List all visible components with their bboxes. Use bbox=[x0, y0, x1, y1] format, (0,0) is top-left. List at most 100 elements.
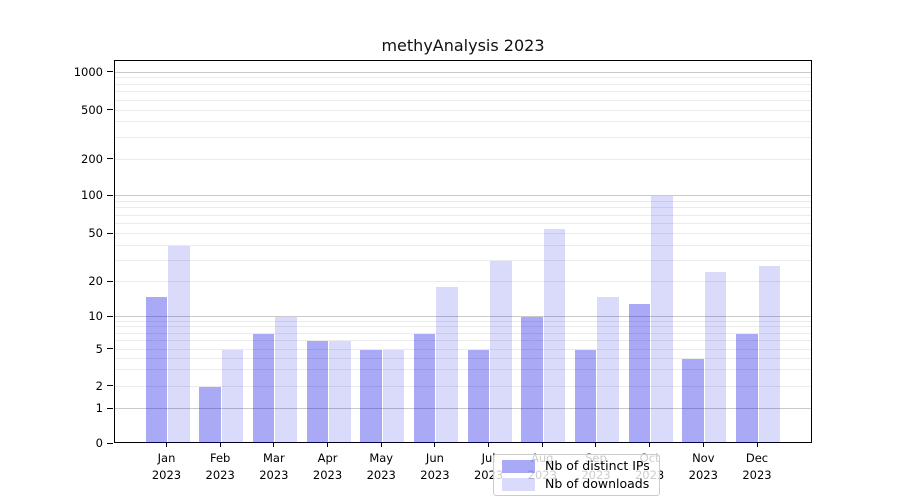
y-tick-mark-1000 bbox=[107, 71, 113, 72]
gridline-9 bbox=[115, 320, 811, 322]
x-tick-label-dec: Dec 2023 bbox=[742, 451, 772, 482]
x-tick-mark-jul bbox=[488, 443, 490, 447]
gridline-90 bbox=[115, 200, 811, 202]
gridline-40 bbox=[115, 244, 811, 246]
x-tick-label-jan: Jan 2023 bbox=[151, 451, 182, 482]
gridline-30 bbox=[115, 259, 811, 261]
bar-distinct-ips-may bbox=[360, 349, 382, 443]
gridline-20 bbox=[115, 281, 811, 282]
gridline-400 bbox=[115, 121, 811, 123]
bar-distinct-ips-aug bbox=[521, 317, 543, 443]
y-tick-mark-1 bbox=[107, 407, 113, 409]
gridline-60 bbox=[115, 223, 811, 224]
gridline-3 bbox=[115, 369, 811, 371]
y-tick-label-500: 500 bbox=[81, 102, 103, 117]
bar-distinct-ips-nov bbox=[682, 358, 704, 443]
legend-row-distinct-ips: Nb of distinct IPs bbox=[502, 459, 651, 473]
y-tick-mark-5 bbox=[107, 348, 113, 349]
gridline-700 bbox=[115, 91, 811, 93]
x-tick-mark-oct bbox=[649, 443, 651, 447]
bar-downloads-jun bbox=[436, 287, 458, 443]
gridline-5 bbox=[115, 348, 811, 350]
gridline-8 bbox=[115, 326, 811, 328]
gridline-800 bbox=[115, 83, 811, 85]
bar-distinct-ips-mar bbox=[252, 333, 275, 443]
legend-label-distinct-ips: Nb of distinct IPs bbox=[545, 458, 650, 473]
y-tick-label-1: 1 bbox=[95, 401, 103, 415]
y-tick-mark-0 bbox=[107, 442, 113, 444]
gridline-1 bbox=[115, 408, 811, 409]
gridline-100 bbox=[115, 195, 811, 196]
bar-distinct-ips-jun bbox=[413, 333, 436, 443]
x-tick-label-apr: Apr 2023 bbox=[312, 451, 343, 482]
bar-downloads-dec bbox=[758, 266, 780, 443]
bar-downloads-nov bbox=[704, 272, 727, 443]
bar-downloads-may bbox=[382, 349, 405, 443]
gridline-200 bbox=[115, 158, 811, 160]
x-tick-label-mar: Mar 2023 bbox=[259, 451, 289, 482]
gridline-7 bbox=[115, 332, 811, 334]
x-tick-label-feb: Feb 2023 bbox=[205, 451, 235, 482]
legend: Nb of distinct IPs Nb of downloads bbox=[493, 454, 660, 496]
x-tick-label-jun: Jun 2023 bbox=[420, 451, 450, 482]
gridline-1000 bbox=[115, 71, 811, 73]
y-tick-label-50: 50 bbox=[88, 226, 103, 240]
x-tick-mark-aug bbox=[541, 443, 543, 447]
y-tick-mark-200 bbox=[107, 158, 113, 159]
bar-downloads-mar bbox=[275, 317, 297, 443]
bar-downloads-feb bbox=[221, 349, 244, 443]
gridline-2 bbox=[115, 385, 811, 387]
bar-distinct-ips-jan bbox=[145, 296, 167, 443]
y-tick-label-1000: 1000 bbox=[73, 64, 103, 79]
chart-title: methyAnalysis 2023 bbox=[381, 36, 545, 55]
x-tick-label-may: May 2023 bbox=[366, 451, 396, 482]
x-tick-mark-jan bbox=[166, 443, 167, 447]
gridline-6 bbox=[115, 339, 811, 341]
bar-downloads-jul bbox=[490, 260, 512, 443]
y-tick-label-200: 200 bbox=[81, 151, 103, 166]
x-tick-mark-apr bbox=[327, 443, 329, 447]
gridline-500 bbox=[115, 109, 811, 111]
gridline-300 bbox=[115, 136, 811, 138]
x-tick-mark-dec bbox=[756, 443, 758, 447]
bar-distinct-ips-sep bbox=[574, 349, 597, 443]
x-tick-mark-sep bbox=[595, 443, 597, 447]
bar-distinct-ips-feb bbox=[199, 386, 221, 443]
legend-swatch-distinct-ips bbox=[502, 459, 535, 473]
gridline-70 bbox=[115, 214, 811, 216]
gridline-80 bbox=[115, 207, 811, 209]
bar-distinct-ips-apr bbox=[306, 340, 329, 443]
legend-label-downloads: Nb of downloads bbox=[545, 476, 650, 491]
gridline-50 bbox=[115, 233, 811, 234]
bar-distinct-ips-oct bbox=[628, 303, 651, 443]
y-tick-label-0: 0 bbox=[95, 436, 103, 450]
bar-downloads-oct bbox=[651, 196, 673, 443]
y-tick-mark-20 bbox=[107, 280, 113, 282]
y-tick-label-100: 100 bbox=[81, 188, 103, 202]
y-tick-label-20: 20 bbox=[88, 274, 103, 288]
plot-area: Nb of distinct IPs Nb of downloads bbox=[114, 60, 812, 496]
y-tick-mark-100 bbox=[107, 194, 113, 196]
y-tick-mark-10 bbox=[107, 315, 113, 317]
y-tick-label-5: 5 bbox=[95, 341, 103, 356]
gridline-10 bbox=[115, 316, 811, 317]
x-tick-mark-mar bbox=[273, 443, 275, 447]
bar-downloads-jan bbox=[168, 245, 190, 443]
bar-distinct-ips-dec bbox=[736, 333, 758, 443]
y-tick-mark-50 bbox=[107, 232, 113, 234]
bar-downloads-sep bbox=[597, 296, 619, 443]
x-tick-mark-may bbox=[380, 443, 382, 447]
bar-downloads-aug bbox=[543, 228, 566, 443]
legend-swatch-downloads bbox=[502, 477, 535, 491]
x-tick-mark-jun bbox=[434, 443, 436, 447]
y-tick-mark-2 bbox=[107, 385, 113, 386]
x-tick-mark-nov bbox=[702, 443, 704, 447]
y-tick-label-2: 2 bbox=[95, 378, 103, 393]
x-tick-label-nov: Nov 2023 bbox=[688, 451, 718, 482]
gridline-600 bbox=[115, 99, 811, 101]
x-tick-mark-feb bbox=[219, 443, 221, 447]
y-tick-label-10: 10 bbox=[88, 309, 103, 323]
gridline-900 bbox=[115, 77, 811, 79]
y-tick-mark-500 bbox=[107, 109, 113, 110]
